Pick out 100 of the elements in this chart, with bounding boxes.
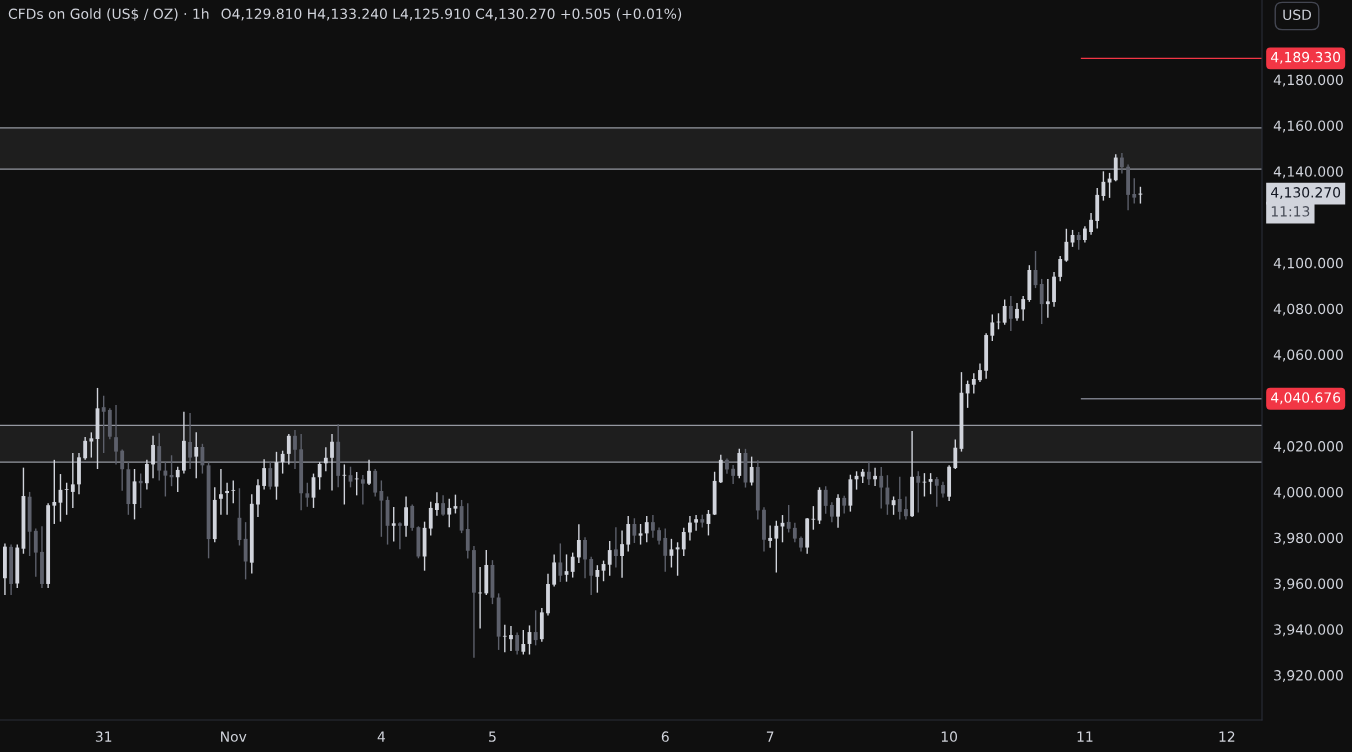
candlestick xyxy=(558,542,563,583)
candlestick xyxy=(675,541,680,577)
candlestick xyxy=(768,524,773,549)
y-tick-label: 3,940.000 xyxy=(1274,624,1343,637)
candlestick xyxy=(163,461,168,498)
candlestick xyxy=(589,556,594,596)
x-tick-label: 4 xyxy=(377,731,386,742)
candlestick xyxy=(688,515,692,542)
y-tick-label: 4,180.000 xyxy=(1273,74,1343,87)
candlestick xyxy=(1064,228,1069,263)
candlestick xyxy=(219,468,223,516)
candlestick xyxy=(1132,177,1137,205)
candlestick xyxy=(256,478,260,518)
candlestick xyxy=(607,540,612,577)
candlestick xyxy=(533,609,538,647)
candlestick xyxy=(280,449,285,475)
candlestick xyxy=(465,502,470,560)
x-tick-label: 11 xyxy=(1077,731,1093,742)
candlestick xyxy=(644,515,649,543)
candlestick xyxy=(83,436,88,461)
candlestick xyxy=(885,474,890,516)
candlestick xyxy=(1058,255,1063,282)
candlestick xyxy=(922,472,927,498)
candlestick xyxy=(1039,278,1044,325)
candlestick xyxy=(632,517,637,544)
candlestick xyxy=(293,429,297,470)
candlestick xyxy=(521,629,526,656)
x-tick-label: 31 xyxy=(95,731,112,742)
candlestick xyxy=(1101,170,1106,202)
candlestick xyxy=(379,479,384,538)
candlestick xyxy=(916,470,921,514)
candlestick xyxy=(1120,152,1124,175)
y-tick-label: 4,100.000 xyxy=(1273,257,1343,270)
candlestick xyxy=(373,468,378,498)
candlestick xyxy=(792,522,797,543)
x-tick-label: 6 xyxy=(661,731,669,742)
y-tick-label: 3,920.000 xyxy=(1274,670,1343,683)
candlestick xyxy=(89,431,94,459)
candlestick xyxy=(367,459,371,486)
candlestick xyxy=(811,505,816,531)
candlestick xyxy=(731,464,736,485)
candlestick xyxy=(453,493,458,515)
candlestick xyxy=(404,495,408,538)
candlestick xyxy=(650,514,655,539)
candlestick xyxy=(262,458,267,491)
candlestick xyxy=(663,527,668,573)
candlestick xyxy=(360,474,365,506)
candlestick xyxy=(33,527,38,578)
candlestick xyxy=(595,564,600,594)
x-tick-label: 7 xyxy=(766,731,774,742)
candlestick xyxy=(243,521,248,581)
candlestick xyxy=(305,482,310,508)
candlestick xyxy=(965,379,970,409)
candlestick xyxy=(978,362,982,383)
candlestick xyxy=(1089,212,1093,236)
candlestick xyxy=(286,433,291,466)
candlestick xyxy=(971,372,976,395)
candlestick xyxy=(552,553,557,588)
candlestick xyxy=(718,454,723,484)
candlestick xyxy=(620,529,624,579)
candlestick xyxy=(114,404,118,466)
candlestick xyxy=(120,448,125,492)
candlestick xyxy=(509,625,513,652)
candlestick xyxy=(829,501,834,523)
candlestick xyxy=(879,466,884,510)
candlestick xyxy=(928,472,933,495)
candlestick xyxy=(502,624,507,653)
candlestick xyxy=(749,455,754,487)
candlestick xyxy=(317,461,322,491)
candlestick xyxy=(70,452,75,509)
candlestick xyxy=(897,476,902,521)
candlestick xyxy=(397,521,402,550)
candlestick xyxy=(638,523,643,546)
text: CFDs on Gold (US$ / OZ) · 1h xyxy=(8,8,209,21)
candlestick xyxy=(64,482,69,516)
candlestick xyxy=(428,501,433,537)
ref-line-label: 4,189.330 xyxy=(1271,51,1341,64)
candlestick xyxy=(583,536,587,579)
y-tick-label: 4,020.000 xyxy=(1273,441,1343,453)
candlestick xyxy=(1045,278,1050,319)
x-tick-label: 12 xyxy=(1219,731,1235,742)
candlestick xyxy=(268,461,273,491)
y-tick-label: 4,080.000 xyxy=(1273,303,1343,316)
x-tick-label: 5 xyxy=(489,731,496,742)
candlestick xyxy=(447,498,452,528)
candlestick xyxy=(151,435,155,479)
y-tick-label: 3,960.000 xyxy=(1274,578,1343,591)
candlestick xyxy=(786,504,791,534)
text: 4,130.270 xyxy=(1271,187,1341,200)
y-tick-label: 4,000.000 xyxy=(1273,486,1343,499)
candlestick xyxy=(873,467,877,487)
candlestick xyxy=(410,503,415,532)
candlestick xyxy=(934,476,939,508)
candlestick xyxy=(904,495,908,521)
candlestick xyxy=(774,520,779,574)
candlestick xyxy=(694,514,699,532)
y-tick-label: 3,980.000 xyxy=(1274,532,1343,545)
candlestick xyxy=(323,446,328,472)
candlestick xyxy=(441,494,445,517)
candlestick xyxy=(391,506,396,543)
